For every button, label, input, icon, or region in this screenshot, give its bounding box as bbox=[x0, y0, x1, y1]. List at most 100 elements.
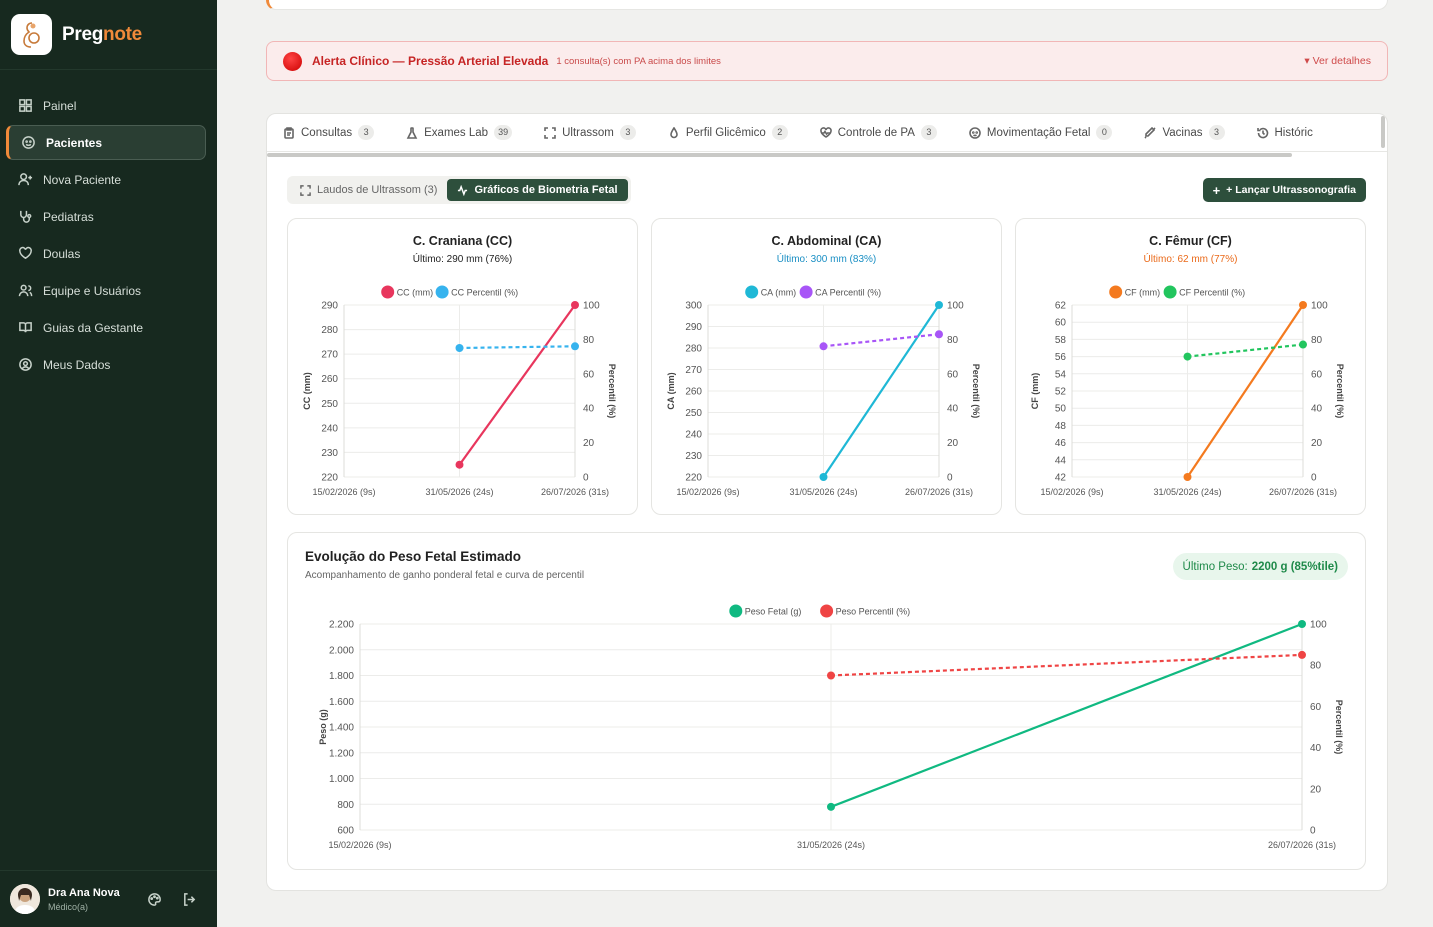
y2-tick-label: 40 bbox=[583, 404, 595, 415]
tab-label: Perfil Glicêmico bbox=[685, 126, 766, 139]
x-tick-label: 15/02/2026 (9s) bbox=[312, 487, 375, 497]
brand[interactable]: Pregnote bbox=[0, 0, 217, 70]
legend-label: Peso Fetal (g) bbox=[745, 607, 802, 617]
data-point bbox=[827, 802, 835, 811]
y2-tick-label: 60 bbox=[947, 369, 959, 380]
tab-label: Vacinas bbox=[1162, 126, 1203, 139]
tab-vacinas[interactable]: Vacinas 3 bbox=[1144, 125, 1225, 140]
data-point bbox=[571, 342, 579, 351]
y2-tick-label: 20 bbox=[1311, 438, 1323, 449]
chart-subtitle: Último: 62 mm (77%) bbox=[1143, 254, 1238, 265]
y2-tick-label: 20 bbox=[1310, 784, 1322, 795]
series-line bbox=[1186, 304, 1304, 478]
x-tick-label: 15/02/2026 (9s) bbox=[1040, 487, 1103, 497]
tab-exames-lab[interactable]: Exames Lab 39 bbox=[406, 125, 513, 140]
y2-tick-label: 100 bbox=[947, 301, 964, 312]
series-line bbox=[822, 304, 940, 478]
tab-perfil-glicemico[interactable]: Perfil Glicêmico 2 bbox=[668, 125, 788, 140]
tab-historico[interactable]: Históric bbox=[1256, 127, 1313, 139]
flask-icon bbox=[406, 126, 418, 139]
tab-label: Exames Lab bbox=[424, 126, 489, 139]
chart-cf-plot: 42 44 46 48 50 52 54 56 58 60 62 0 20 40 60 80 100 15/02/… bbox=[1030, 285, 1345, 497]
tab-count-badge: 3 bbox=[1208, 125, 1225, 140]
data-point bbox=[571, 301, 579, 309]
y2-tick-label: 20 bbox=[947, 438, 959, 449]
x-tick-label: 31/05/2026 (24s) bbox=[789, 487, 857, 497]
tab-ultrassom[interactable]: Ultrassom 3 bbox=[544, 125, 636, 140]
user-profile: Dra Ana Nova Médico(a) bbox=[0, 870, 217, 927]
y-tick-label: 280 bbox=[685, 344, 702, 355]
y-tick-label: 290 bbox=[685, 322, 702, 333]
sidebar-item-meus-dados[interactable]: Meus Dados bbox=[6, 347, 206, 382]
series-line bbox=[830, 653, 1303, 677]
sidebar: Pregnote Painel Pacientes Nova Paciente … bbox=[0, 0, 217, 927]
tab-count-badge: 2 bbox=[771, 125, 788, 140]
legend-label: CA Percentil (%) bbox=[815, 288, 881, 298]
sidebar-item-pacientes[interactable]: Pacientes bbox=[6, 125, 206, 160]
sidebar-item-equipe[interactable]: Equipe e Usuários bbox=[6, 273, 206, 308]
y2-tick-label: 40 bbox=[1310, 743, 1322, 754]
y2-tick-label: 0 bbox=[1311, 473, 1317, 484]
y-tick-label: 2.000 bbox=[329, 645, 354, 656]
legend-label: CC Percentil (%) bbox=[451, 288, 518, 298]
scan-icon bbox=[300, 184, 311, 196]
alert-details-link[interactable]: ▾ Ver detalhes bbox=[1304, 55, 1371, 67]
y-axis-label: Peso (g) bbox=[318, 709, 328, 745]
tab-label: Consultas bbox=[301, 126, 353, 139]
y2-tick-label: 60 bbox=[583, 369, 595, 380]
avatar[interactable] bbox=[10, 884, 40, 914]
y-tick-label: 220 bbox=[685, 473, 702, 484]
heart-hands-icon bbox=[19, 246, 32, 260]
book-icon bbox=[19, 322, 32, 333]
sidebar-item-pediatras[interactable]: Pediatras bbox=[6, 199, 206, 234]
chart-title: C. Fêmur (CF) bbox=[1149, 234, 1232, 248]
chart-card-cc: C. Craniana (CC) Último: 290 mm (76%) 22… bbox=[287, 218, 638, 515]
y-tick-label: 230 bbox=[685, 451, 702, 462]
y2-axis-label: Percentil (%) bbox=[971, 364, 981, 419]
tab-count-badge: 0 bbox=[1096, 125, 1113, 140]
sidebar-item-painel[interactable]: Painel bbox=[6, 88, 206, 123]
y2-tick-label: 100 bbox=[1311, 301, 1328, 312]
y-tick-label: 50 bbox=[1055, 404, 1067, 415]
tab-count-badge: 3 bbox=[920, 125, 937, 140]
sidebar-item-doulas[interactable]: Doulas bbox=[6, 236, 206, 271]
last-weight-badge: Último Peso: 2200 g (85%tile) bbox=[1172, 553, 1348, 580]
x-tick-label: 26/07/2026 (31s) bbox=[541, 487, 609, 497]
palette-icon[interactable] bbox=[147, 892, 162, 907]
tab-controle-pa[interactable]: Controle de PA 3 bbox=[819, 125, 937, 140]
tab-movimentacao-fetal[interactable]: Movimentação Fetal 0 bbox=[969, 125, 1113, 140]
tab-consultas[interactable]: Consultas 3 bbox=[283, 125, 375, 140]
data-point bbox=[1299, 301, 1307, 309]
logout-icon[interactable] bbox=[182, 892, 197, 907]
add-ultrasound-label: + Lançar Ultrassonografia bbox=[1226, 184, 1356, 196]
x-tick-label: 31/05/2026 (24s) bbox=[797, 840, 865, 850]
series-line bbox=[1187, 343, 1304, 358]
sidebar-item-label: Pacientes bbox=[46, 135, 103, 150]
add-ultrasound-button[interactable]: + + Lançar Ultrassonografia bbox=[1202, 178, 1366, 202]
data-point bbox=[935, 301, 943, 309]
tab-count-badge: 3 bbox=[358, 125, 375, 140]
tab-bar-scrollbar[interactable] bbox=[267, 153, 1292, 157]
scan-icon bbox=[544, 126, 556, 139]
data-point bbox=[1298, 620, 1306, 628]
legend-marker bbox=[1109, 285, 1123, 299]
tab-label: Movimentação Fetal bbox=[986, 126, 1091, 139]
legend-label: Peso Percentil (%) bbox=[836, 607, 911, 617]
sidebar-item-guias[interactable]: Guias da Gestante bbox=[6, 310, 206, 345]
data-point bbox=[455, 460, 464, 469]
chart-ca-plot: 220 230 240 250 260 270 280 290 300 0 20 40 60 80 100 1… bbox=[666, 285, 981, 497]
sidebar-item-nova-paciente[interactable]: Nova Paciente bbox=[6, 162, 206, 197]
y-tick-label: 1.200 bbox=[329, 748, 354, 759]
data-point bbox=[819, 342, 828, 351]
sidebar-item-label: Meus Dados bbox=[43, 357, 111, 372]
chart-title: C. Craniana (CC) bbox=[412, 234, 513, 248]
legend-label: CC (mm) bbox=[397, 288, 434, 298]
y-tick-label: 46 bbox=[1055, 438, 1067, 449]
y-tick-label: 800 bbox=[337, 800, 354, 811]
data-point bbox=[819, 473, 828, 481]
subtab-graficos[interactable]: Gráficos de Biometria Fetal bbox=[447, 179, 628, 201]
panel-scrollbar[interactable] bbox=[1381, 116, 1385, 148]
y-tick-label: 1.400 bbox=[329, 723, 354, 734]
series-line bbox=[823, 333, 940, 348]
subtab-laudos[interactable]: Laudos de Ultrassom (3) bbox=[290, 179, 447, 201]
